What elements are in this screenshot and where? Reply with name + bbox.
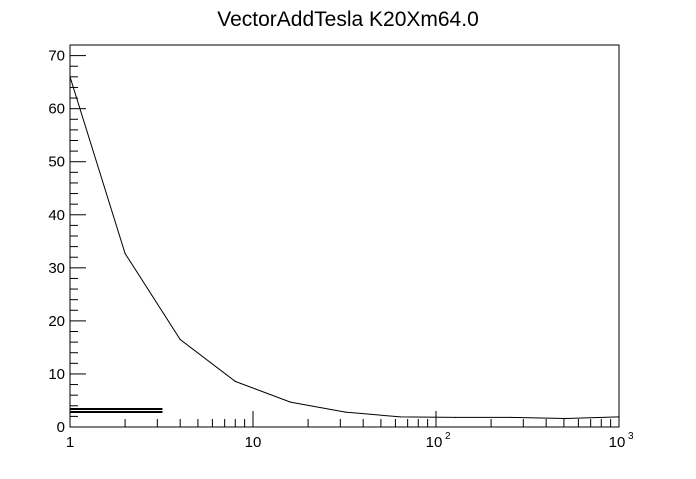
plot-frame — [69, 44, 620, 428]
x-tick-label: 10 — [426, 434, 443, 451]
data-point — [234, 380, 236, 382]
data-point — [618, 416, 620, 418]
y-tick-label: 50 — [48, 154, 65, 171]
data-point — [124, 252, 126, 255]
x-tick-label: 1 — [66, 434, 74, 451]
axis-ticks — [69, 44, 620, 428]
legend — [70, 407, 163, 413]
data-point — [565, 417, 567, 420]
series-line — [69, 76, 620, 420]
x-tick-label-exponent: 3 — [628, 431, 634, 442]
data-point — [455, 416, 457, 419]
x-tick-label-exponent: 2 — [445, 431, 451, 442]
y-tick-label: 10 — [48, 366, 65, 383]
data-point — [289, 401, 291, 403]
data-point — [344, 411, 347, 413]
y-tick-label: 70 — [48, 48, 65, 65]
y-tick-label: 30 — [48, 260, 65, 277]
x-tick-label: 10 — [609, 434, 626, 451]
y-tick-label: 0 — [57, 419, 65, 436]
x-tick-label: 10 — [245, 434, 262, 451]
y-tick-label: 40 — [48, 207, 65, 224]
series-layer — [69, 76, 620, 420]
y-tick-label: 60 — [48, 101, 65, 118]
data-point — [69, 76, 71, 78]
data-point — [510, 416, 512, 419]
y-tick-label: 20 — [48, 313, 65, 330]
data-point — [179, 338, 181, 341]
data-point — [399, 416, 402, 418]
chart-title: VectorAddTesla K20Xm64.0 — [217, 8, 479, 31]
